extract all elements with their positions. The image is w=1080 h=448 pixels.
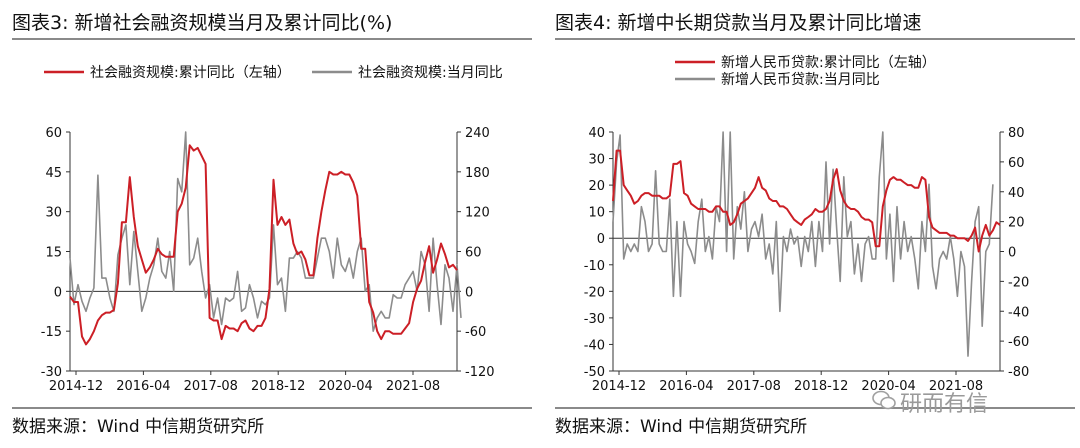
left-tick-label: 30 [45, 206, 62, 221]
watermark-text: 研而有信 [900, 392, 989, 417]
x-tick-label: 2020-04 [861, 379, 915, 394]
left-tick-label: -40 [584, 338, 605, 353]
title-divider [555, 38, 1075, 40]
data-source: 数据来源：Wind 中信期货研究所 [12, 417, 265, 437]
source-divider [12, 407, 532, 409]
left-tick-label: -50 [584, 365, 605, 380]
chart-title: 图表4: 新增中长期贷款当月及累计同比增速 [555, 12, 922, 34]
right-tick-label: -60 [1008, 335, 1029, 350]
x-tick-label: 2018-12 [251, 379, 305, 394]
series-line-monthly [612, 131, 994, 357]
x-tick-label: 2014-12 [49, 379, 103, 394]
legend-label-1: 社会融资规模:累计同比（左轴） [90, 65, 291, 81]
right-tick-label: 120 [465, 206, 490, 221]
right-tick-label: 60 [465, 246, 482, 261]
left-tick-label: 0 [597, 232, 605, 247]
line-chart-social-financing: 社会融资规模:累计同比（左轴） 社会融资规模:当月同比 -30 -15 0 15 30 45 6… [41, 65, 503, 394]
legend-label-2: 新增人民币贷款:当月同比 [721, 72, 880, 88]
series-line-monthly [69, 131, 462, 333]
left-tick-label: 30 [588, 153, 605, 168]
left-tick-label: 15 [45, 246, 62, 261]
chart-panel-right: 图表4: 新增中长期贷款当月及累计同比增速 新增人民币贷款:累计同比（左轴） 新增… [555, 0, 1080, 448]
left-tick-label: 40 [588, 126, 605, 141]
right-tick-label: 60 [1008, 156, 1025, 171]
right-tick-label: -60 [465, 325, 486, 340]
right-tick-label: 80 [1008, 126, 1025, 141]
left-tick-label: 45 [45, 166, 62, 181]
left-tick-label: -30 [584, 312, 605, 327]
left-tick-label: -20 [584, 285, 605, 300]
chart-legend: 新增人民币贷款:累计同比（左轴）新增人民币贷款:当月同比 [675, 55, 936, 88]
x-tick-label: 2018-12 [794, 379, 848, 394]
legend-label-2: 社会融资规模:当月同比 [358, 65, 503, 81]
x-tick-label: 2016-04 [659, 379, 713, 394]
left-tick-label: 20 [588, 179, 605, 194]
x-tick-label: 2017-08 [184, 379, 238, 394]
right-tick-label: 180 [465, 166, 490, 181]
source-divider [555, 407, 1075, 409]
x-tick-label: 2020-04 [318, 379, 372, 394]
line-chart-medium-long-loans: 新增人民币贷款:累计同比（左轴）新增人民币贷款:当月同比 -50 -40 -30 -20… [584, 55, 1029, 394]
x-tick-label: 2016-04 [116, 379, 170, 394]
left-tick-label: 0 [54, 285, 62, 300]
right-tick-label: -20 [1008, 275, 1029, 290]
right-tick-label: -40 [1008, 305, 1029, 320]
title-divider [12, 38, 532, 40]
x-tick-label: 2017-08 [727, 379, 781, 394]
right-tick-label: 240 [465, 126, 490, 141]
right-tick-label: 20 [1008, 216, 1025, 231]
right-tick-label: 40 [1008, 186, 1025, 201]
left-tick-label: -10 [584, 259, 605, 274]
right-tick-label: 0 [1008, 246, 1016, 261]
left-tick-label: 10 [588, 206, 605, 221]
x-tick-label: 2021-08 [386, 379, 440, 394]
chart-panel-left: 图表3: 新增社会融资规模当月及累计同比(%) 社会融资规模:累计同比（左轴）社… [12, 0, 537, 448]
left-tick-label: -15 [41, 325, 62, 340]
legend-label-1: 新增人民币贷款:累计同比（左轴） [721, 55, 936, 71]
series-line-cumulative [69, 144, 458, 346]
right-tick-label: 0 [465, 285, 473, 300]
right-tick-label: -80 [1008, 365, 1029, 380]
data-source: 数据来源：Wind 中信期货研究所 [555, 417, 808, 437]
chart-title: 图表3: 新增社会融资规模当月及累计同比(%) [12, 12, 393, 34]
left-tick-label: -30 [41, 365, 62, 380]
left-tick-label: 60 [45, 126, 62, 141]
x-tick-label: 2021-08 [929, 379, 983, 394]
right-tick-label: -120 [465, 365, 495, 380]
chart-legend: 社会融资规模:累计同比（左轴） 社会融资规模:当月同比 [44, 65, 503, 81]
wechat-icon [872, 390, 896, 410]
x-tick-label: 2014-12 [592, 379, 646, 394]
series-line-cumulative [612, 149, 1001, 253]
